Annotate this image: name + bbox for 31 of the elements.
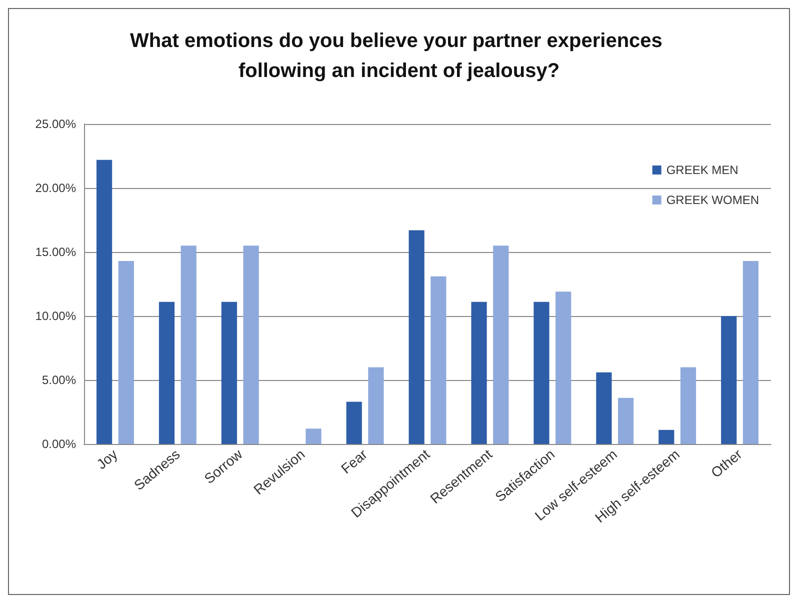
bar [408, 230, 424, 444]
chart-title: What emotions do you believe your partner experiences following an incident of jealousy? [130, 30, 668, 82]
y-tick-label: 25.00% [35, 117, 76, 131]
bar [306, 428, 322, 444]
bar [721, 316, 737, 444]
y-tick-label: 20.00% [35, 181, 76, 195]
bar [471, 302, 487, 444]
bar [618, 398, 634, 444]
bar [430, 276, 446, 444]
bar [243, 246, 259, 444]
legend-label: GREEK WOMEN [666, 193, 759, 207]
bar [534, 302, 550, 444]
legend-label: GREEK MEN [666, 163, 738, 177]
bar [96, 160, 112, 444]
bar [742, 260, 759, 444]
y-tick-label: 0.00% [42, 437, 76, 451]
bar [658, 430, 674, 444]
x-tick-label: Joy [93, 446, 120, 472]
bar [680, 367, 696, 444]
y-tick-label: 5.00% [42, 373, 76, 387]
y-tick-label: 15.00% [35, 245, 76, 259]
y-tick-label: 10.00% [35, 309, 76, 323]
bar [556, 292, 572, 444]
bar [221, 302, 238, 444]
bar [180, 246, 196, 444]
bar [118, 260, 134, 444]
bar [368, 367, 384, 444]
bar [596, 372, 612, 444]
bar [493, 246, 509, 444]
bar [158, 302, 175, 444]
bar [346, 402, 362, 444]
